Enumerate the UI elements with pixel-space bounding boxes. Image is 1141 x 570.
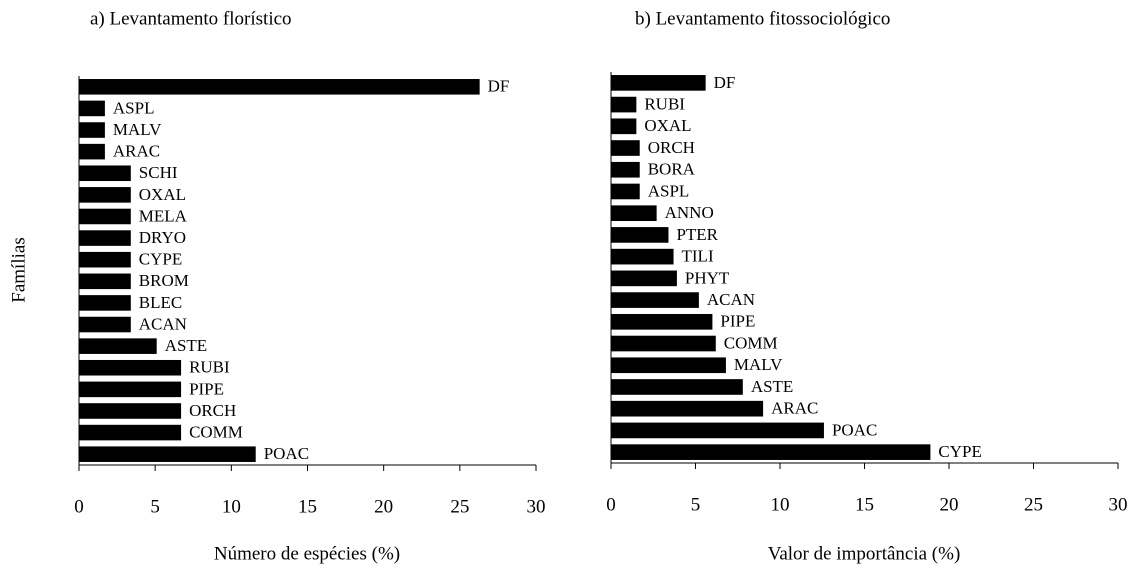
x-tick-label: 10 (222, 496, 241, 517)
x-tick-label: 20 (374, 496, 393, 517)
bar-label: ORCH (189, 401, 236, 420)
bar-label: ASTE (751, 377, 794, 396)
y-axis-title: Famílias (8, 237, 29, 302)
x-tick-label: 5 (691, 494, 701, 515)
bar-label: RUBI (189, 358, 230, 377)
bar-label: COMM (724, 333, 778, 352)
bar (611, 140, 640, 156)
bar-label: OXAL (139, 185, 186, 204)
bar (611, 357, 726, 374)
x-axis-title: Valor de importância (%) (768, 543, 961, 564)
bar-label: SCHI (139, 163, 178, 182)
bar (79, 295, 131, 311)
bar (611, 379, 743, 395)
bar (79, 316, 131, 333)
bar-label: ANNO (665, 203, 714, 222)
bar-label: PIPE (720, 312, 755, 331)
bar (79, 100, 105, 117)
bar (611, 118, 637, 135)
bar-label: ARAC (113, 142, 160, 161)
bar-label: PTER (676, 225, 718, 244)
bar-label: DF (488, 77, 510, 96)
bar (79, 446, 256, 462)
bar (611, 313, 713, 330)
x-tick-label: 30 (1109, 494, 1128, 515)
chart-title: b) Levantamento fitossociológico (635, 8, 890, 29)
bar (611, 248, 674, 265)
bar-label: MELA (139, 206, 188, 225)
bar (611, 183, 640, 200)
bar-label: ASPL (113, 98, 155, 117)
bar (79, 359, 182, 376)
x-tick-label: 15 (855, 494, 874, 515)
bar-label: MALV (113, 120, 162, 139)
bar-label: CYPE (139, 250, 182, 269)
bar (79, 79, 480, 95)
bar (611, 227, 669, 243)
bar (611, 335, 716, 352)
bar (611, 96, 637, 113)
x-tick-label: 30 (527, 496, 546, 517)
bar-label: POAC (264, 444, 309, 463)
bar-label: DF (714, 73, 736, 92)
bar (79, 251, 131, 268)
bar (79, 424, 182, 441)
x-tick-label: 0 (606, 494, 616, 515)
bar-label: BROM (139, 271, 189, 290)
x-tick-label: 5 (150, 496, 160, 517)
bar (79, 273, 131, 290)
bar-label: POAC (832, 420, 877, 439)
bar-label: ASTE (165, 336, 208, 355)
bar-label: BLEC (139, 293, 182, 312)
bar-label: PIPE (189, 379, 224, 398)
x-tick-label: 25 (1024, 494, 1043, 515)
x-axis-title: Número de espécies (%) (214, 543, 400, 564)
x-tick-label: 0 (74, 496, 84, 517)
bar (79, 338, 157, 354)
x-tick-label: 20 (940, 494, 959, 515)
bar (611, 422, 824, 439)
bar-label: RUBI (644, 94, 685, 113)
bar-label: DRYO (139, 228, 186, 247)
bar-label: ACAN (707, 290, 755, 309)
x-tick-label: 25 (450, 496, 469, 517)
bar-label: CYPE (938, 442, 981, 461)
bar (79, 165, 131, 182)
bar-label: ARAC (771, 399, 818, 418)
bar-label: ASPL (648, 181, 690, 200)
bar-label: TILI (682, 247, 714, 266)
bar-label: MALV (734, 355, 783, 374)
bar (611, 270, 677, 287)
bar (79, 208, 131, 225)
bar (611, 75, 706, 91)
bar (611, 400, 764, 417)
bar (79, 143, 105, 160)
bar-label: PHYT (685, 268, 730, 287)
bar (611, 292, 699, 308)
bar-label: OXAL (644, 116, 691, 135)
bar (611, 161, 640, 178)
bar-label: COMM (189, 422, 243, 441)
bar (79, 403, 182, 419)
bar-label: ORCH (648, 138, 695, 157)
bar (79, 122, 105, 138)
bar-label: ACAN (139, 314, 187, 333)
bar (79, 187, 131, 203)
bar (611, 444, 931, 460)
bar (611, 205, 657, 222)
x-tick-label: 10 (771, 494, 790, 515)
x-tick-label: 15 (298, 496, 317, 517)
bar (79, 230, 131, 246)
bar-label: BORA (648, 160, 696, 179)
bar (79, 381, 182, 398)
chart-title: a) Levantamento florístico (90, 8, 292, 29)
